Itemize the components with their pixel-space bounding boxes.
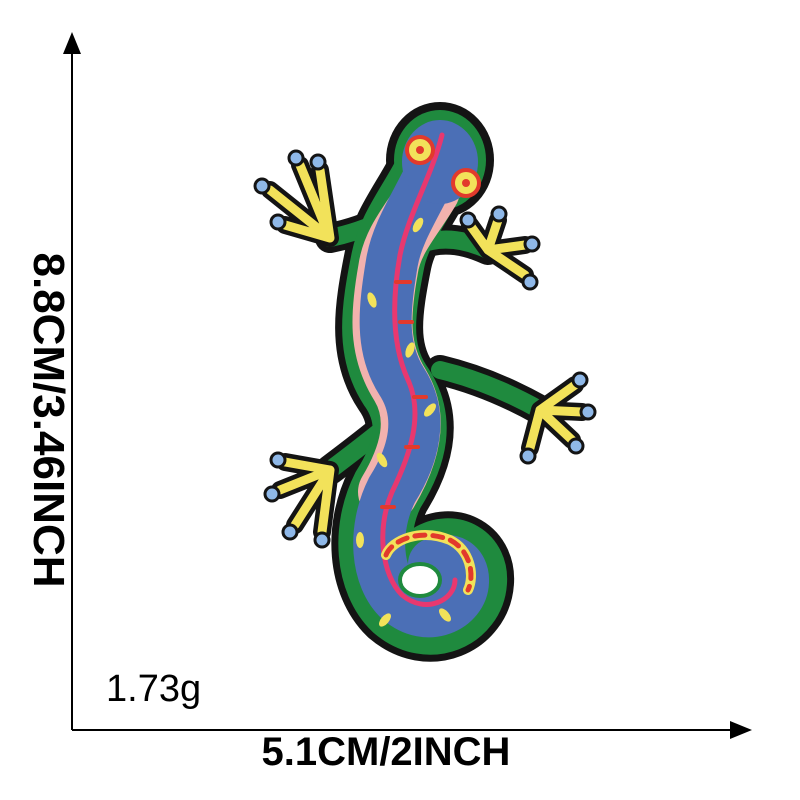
spine-stripe [380,132,458,607]
body-dots [356,217,451,627]
up-arrow-icon [63,32,81,54]
foot-top-left [253,149,339,247]
foot-top-right [459,205,541,291]
height-dimension-label: 8.8CM/3.46INCH [24,252,73,588]
right-arrow-icon [730,721,752,739]
body-red-marks [380,280,428,509]
feet [253,149,597,549]
foot-bottom-left [263,451,339,549]
foot-bottom-right [519,371,597,465]
weight-label: 1.73g [106,668,202,710]
width-dimension-label: 5.1CM/2INCH [261,730,511,774]
dimension-axes [63,32,752,739]
tail-ring-red [383,532,474,593]
eye-icon [405,135,481,198]
gecko-patch-image [253,102,597,662]
tail-center [398,562,442,598]
